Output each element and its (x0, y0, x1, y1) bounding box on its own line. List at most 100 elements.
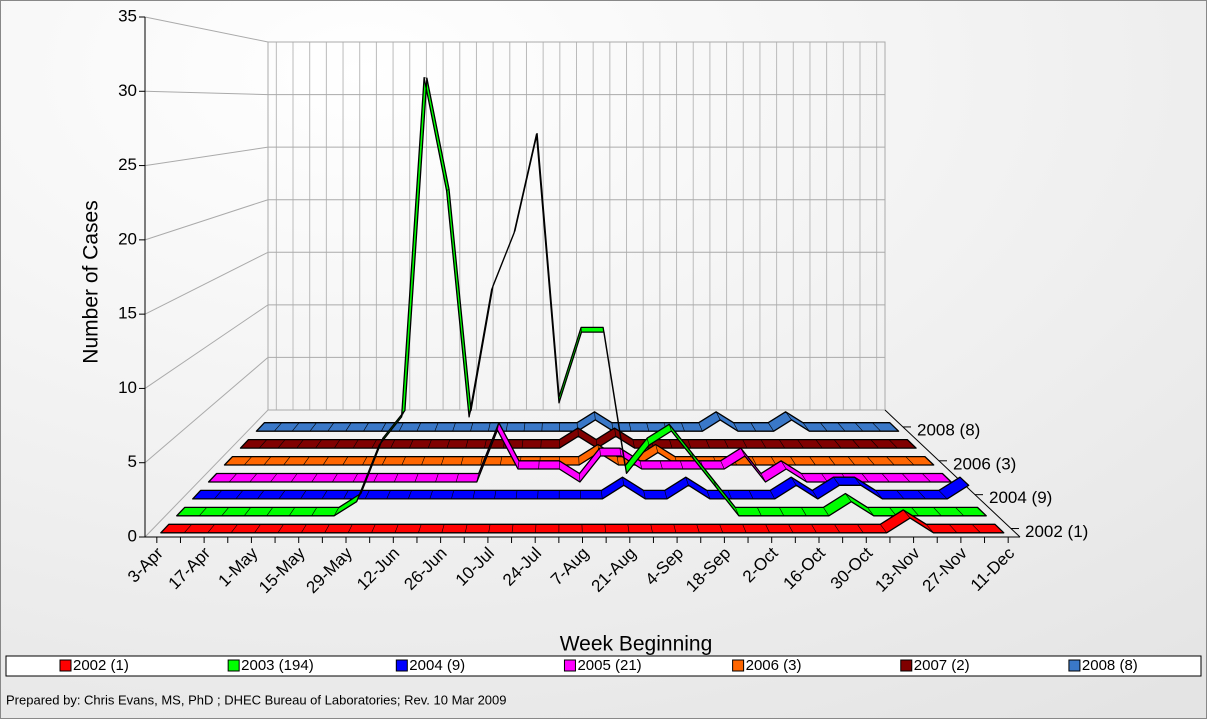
ribbon-seam (801, 507, 807, 516)
grid-line (144, 357, 269, 464)
ribbon-seam (668, 424, 672, 432)
legend-swatch (395, 659, 408, 672)
ribbon-seam (922, 473, 931, 483)
ribbon-seam (867, 507, 875, 517)
y-tick-label: 5 (128, 452, 137, 471)
ribbon-seam (362, 456, 368, 466)
ribbon-seam (724, 439, 729, 449)
ribbon-seam (229, 473, 237, 483)
ribbon-seam (352, 439, 359, 449)
ribbon-seam (199, 507, 207, 517)
ribbon-seam (352, 473, 358, 483)
ribbon-seam (765, 524, 770, 533)
ribbon-seam (748, 490, 754, 500)
ribbon-seam (441, 524, 445, 533)
ribbon-seam (778, 439, 785, 449)
ribbon-seam (727, 490, 732, 500)
legend-swatch (563, 659, 576, 672)
ribbon-seam (833, 476, 840, 486)
ribbon-seam (933, 507, 942, 517)
ribbon-seam (315, 439, 322, 449)
ribbon-seam (446, 188, 450, 192)
ribbon-seam (541, 422, 543, 432)
x-axis-title: Week Beginning (560, 633, 713, 656)
ribbon-seam (363, 422, 369, 432)
ribbon-seam (861, 473, 869, 483)
ribbon-seam (628, 422, 632, 432)
ribbon-seam (345, 422, 352, 432)
ribbon-seam (619, 448, 622, 457)
ribbon-seam (821, 473, 828, 483)
ribbon-seam (685, 477, 689, 486)
ribbon-seam (398, 422, 404, 432)
ribbon-seam (381, 456, 387, 466)
ribbon-seam (681, 422, 685, 432)
ribbon-seam (809, 456, 816, 466)
ribbon-seam (342, 456, 349, 466)
ribbon-seam (602, 327, 605, 333)
ribbon-seam (734, 507, 740, 516)
floor-edge (884, 409, 1021, 538)
ribbon-seam (343, 490, 349, 500)
ribbon-seam (371, 524, 376, 533)
ribbon-seam (424, 77, 428, 79)
ribbon-seam (451, 490, 455, 499)
ribbon-seam (616, 456, 619, 466)
grid-line (144, 304, 269, 389)
y-tick-label: 30 (118, 81, 137, 100)
ribbon-seam (309, 422, 317, 432)
ribbon-seam (627, 524, 630, 533)
legend-swatch (227, 659, 240, 672)
ribbon-seam (847, 456, 856, 466)
series-ribbon (255, 411, 900, 432)
ribbon-seam (659, 460, 663, 470)
ribbon-seam (971, 524, 981, 533)
grid-line (144, 251, 269, 315)
ribbon-seam (698, 422, 703, 432)
ribbon-seam (646, 438, 650, 446)
ribbon-seam (322, 456, 329, 466)
ribbon-seam (750, 422, 757, 432)
ribbon-seam (500, 456, 503, 466)
grid-line (144, 16, 269, 43)
ribbon-seam (696, 524, 700, 533)
grid-line (144, 90, 269, 96)
ribbon-seam (427, 439, 432, 449)
ribbon-seam (880, 524, 887, 533)
ribbon-seam (364, 490, 370, 500)
legend-label: 2006 (3) (746, 657, 802, 674)
depth-label: 2002 (1) (1025, 522, 1088, 541)
grid-line (144, 199, 269, 241)
ribbon-seam (866, 456, 875, 466)
ribbon-seam (440, 456, 445, 466)
ribbon-seam (760, 439, 767, 449)
ribbon-seam (917, 490, 926, 500)
ribbon-seam (802, 422, 810, 432)
ribbon-seam (790, 477, 797, 486)
ribbon-seam (601, 490, 603, 499)
ribbon-seam (820, 422, 828, 432)
ribbon-seam (538, 460, 540, 470)
y-axis-title: Number of Cases (80, 200, 103, 363)
depth-label: 2008 (8) (917, 420, 980, 439)
ribbon-seam (334, 439, 341, 449)
ribbon-seam (321, 490, 328, 500)
ribbon-seam (390, 439, 396, 449)
y-tick-label: 20 (118, 229, 137, 248)
ribbon-seam (540, 439, 542, 449)
ribbon-seam (690, 451, 695, 460)
ribbon-seam (414, 473, 419, 483)
ribbon-seam (719, 524, 724, 533)
ribbon-seam (955, 507, 964, 517)
ribbon-seam (948, 524, 958, 533)
ribbon-seam (925, 524, 934, 533)
ribbon-seam (311, 473, 318, 483)
ribbon-seam (300, 490, 307, 500)
ribbon-seam (715, 411, 721, 421)
ribbon-seam (751, 456, 757, 466)
ribbon-seam (394, 524, 399, 533)
ribbon-seam (812, 490, 819, 500)
ribbon-seam (455, 473, 459, 483)
ribbon-seam (277, 524, 284, 533)
